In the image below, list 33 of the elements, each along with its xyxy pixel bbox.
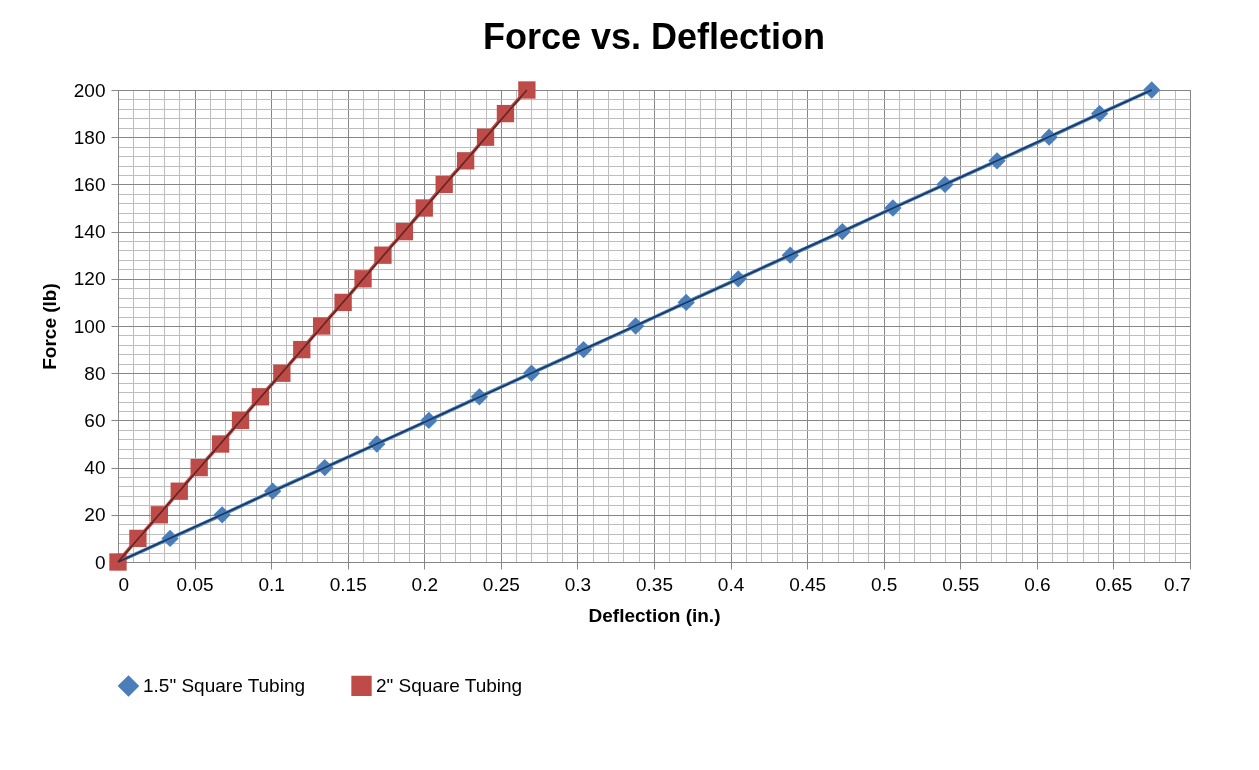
y-tick-label: 100	[73, 315, 106, 337]
x-axis-title: Deflection (in.)	[588, 604, 721, 626]
y-tick-label: 180	[73, 126, 106, 148]
x-tick-label: 0.6	[1024, 573, 1051, 595]
y-tick-label: 0	[94, 551, 106, 573]
legend-label: 1.5" Square Tubing	[143, 674, 306, 696]
x-tick-label: 0.4	[717, 573, 745, 595]
y-axis-title: Force (lb)	[38, 283, 60, 370]
x-tick-label: 0.05	[176, 573, 214, 595]
y-tick-label: 200	[73, 79, 106, 101]
x-tick-label: 0.1	[258, 573, 285, 595]
y-tick-label: 20	[84, 504, 106, 526]
chart-title: Force vs. Deflection	[482, 16, 826, 57]
y-tick-label: 80	[84, 362, 106, 384]
y-tick-label: 60	[84, 409, 106, 431]
x-tick-label: 0.25	[482, 573, 520, 595]
x-tick-label: 0.7	[1164, 573, 1191, 595]
x-tick-label: 0	[118, 573, 130, 595]
y-tick-label: 40	[84, 457, 106, 479]
y-tick-label: 140	[73, 221, 106, 243]
point	[1143, 81, 1161, 99]
x-tick-label: 0.35	[636, 573, 673, 595]
x-tick-label: 0.65	[1095, 573, 1133, 595]
point	[518, 81, 536, 99]
y-tick-label: 160	[73, 173, 106, 195]
x-tick-label: 0.55	[942, 573, 980, 595]
x-tick-label: 0.15	[329, 573, 367, 595]
legend-label: 2" Square Tubing	[376, 674, 523, 696]
x-tick-label: 0.2	[411, 573, 438, 595]
y-tick-label: 120	[73, 268, 106, 290]
x-tick-label: 0.5	[871, 573, 898, 595]
x-tick-label: 0.3	[564, 573, 592, 595]
x-tick-label: 0.45	[789, 573, 827, 595]
